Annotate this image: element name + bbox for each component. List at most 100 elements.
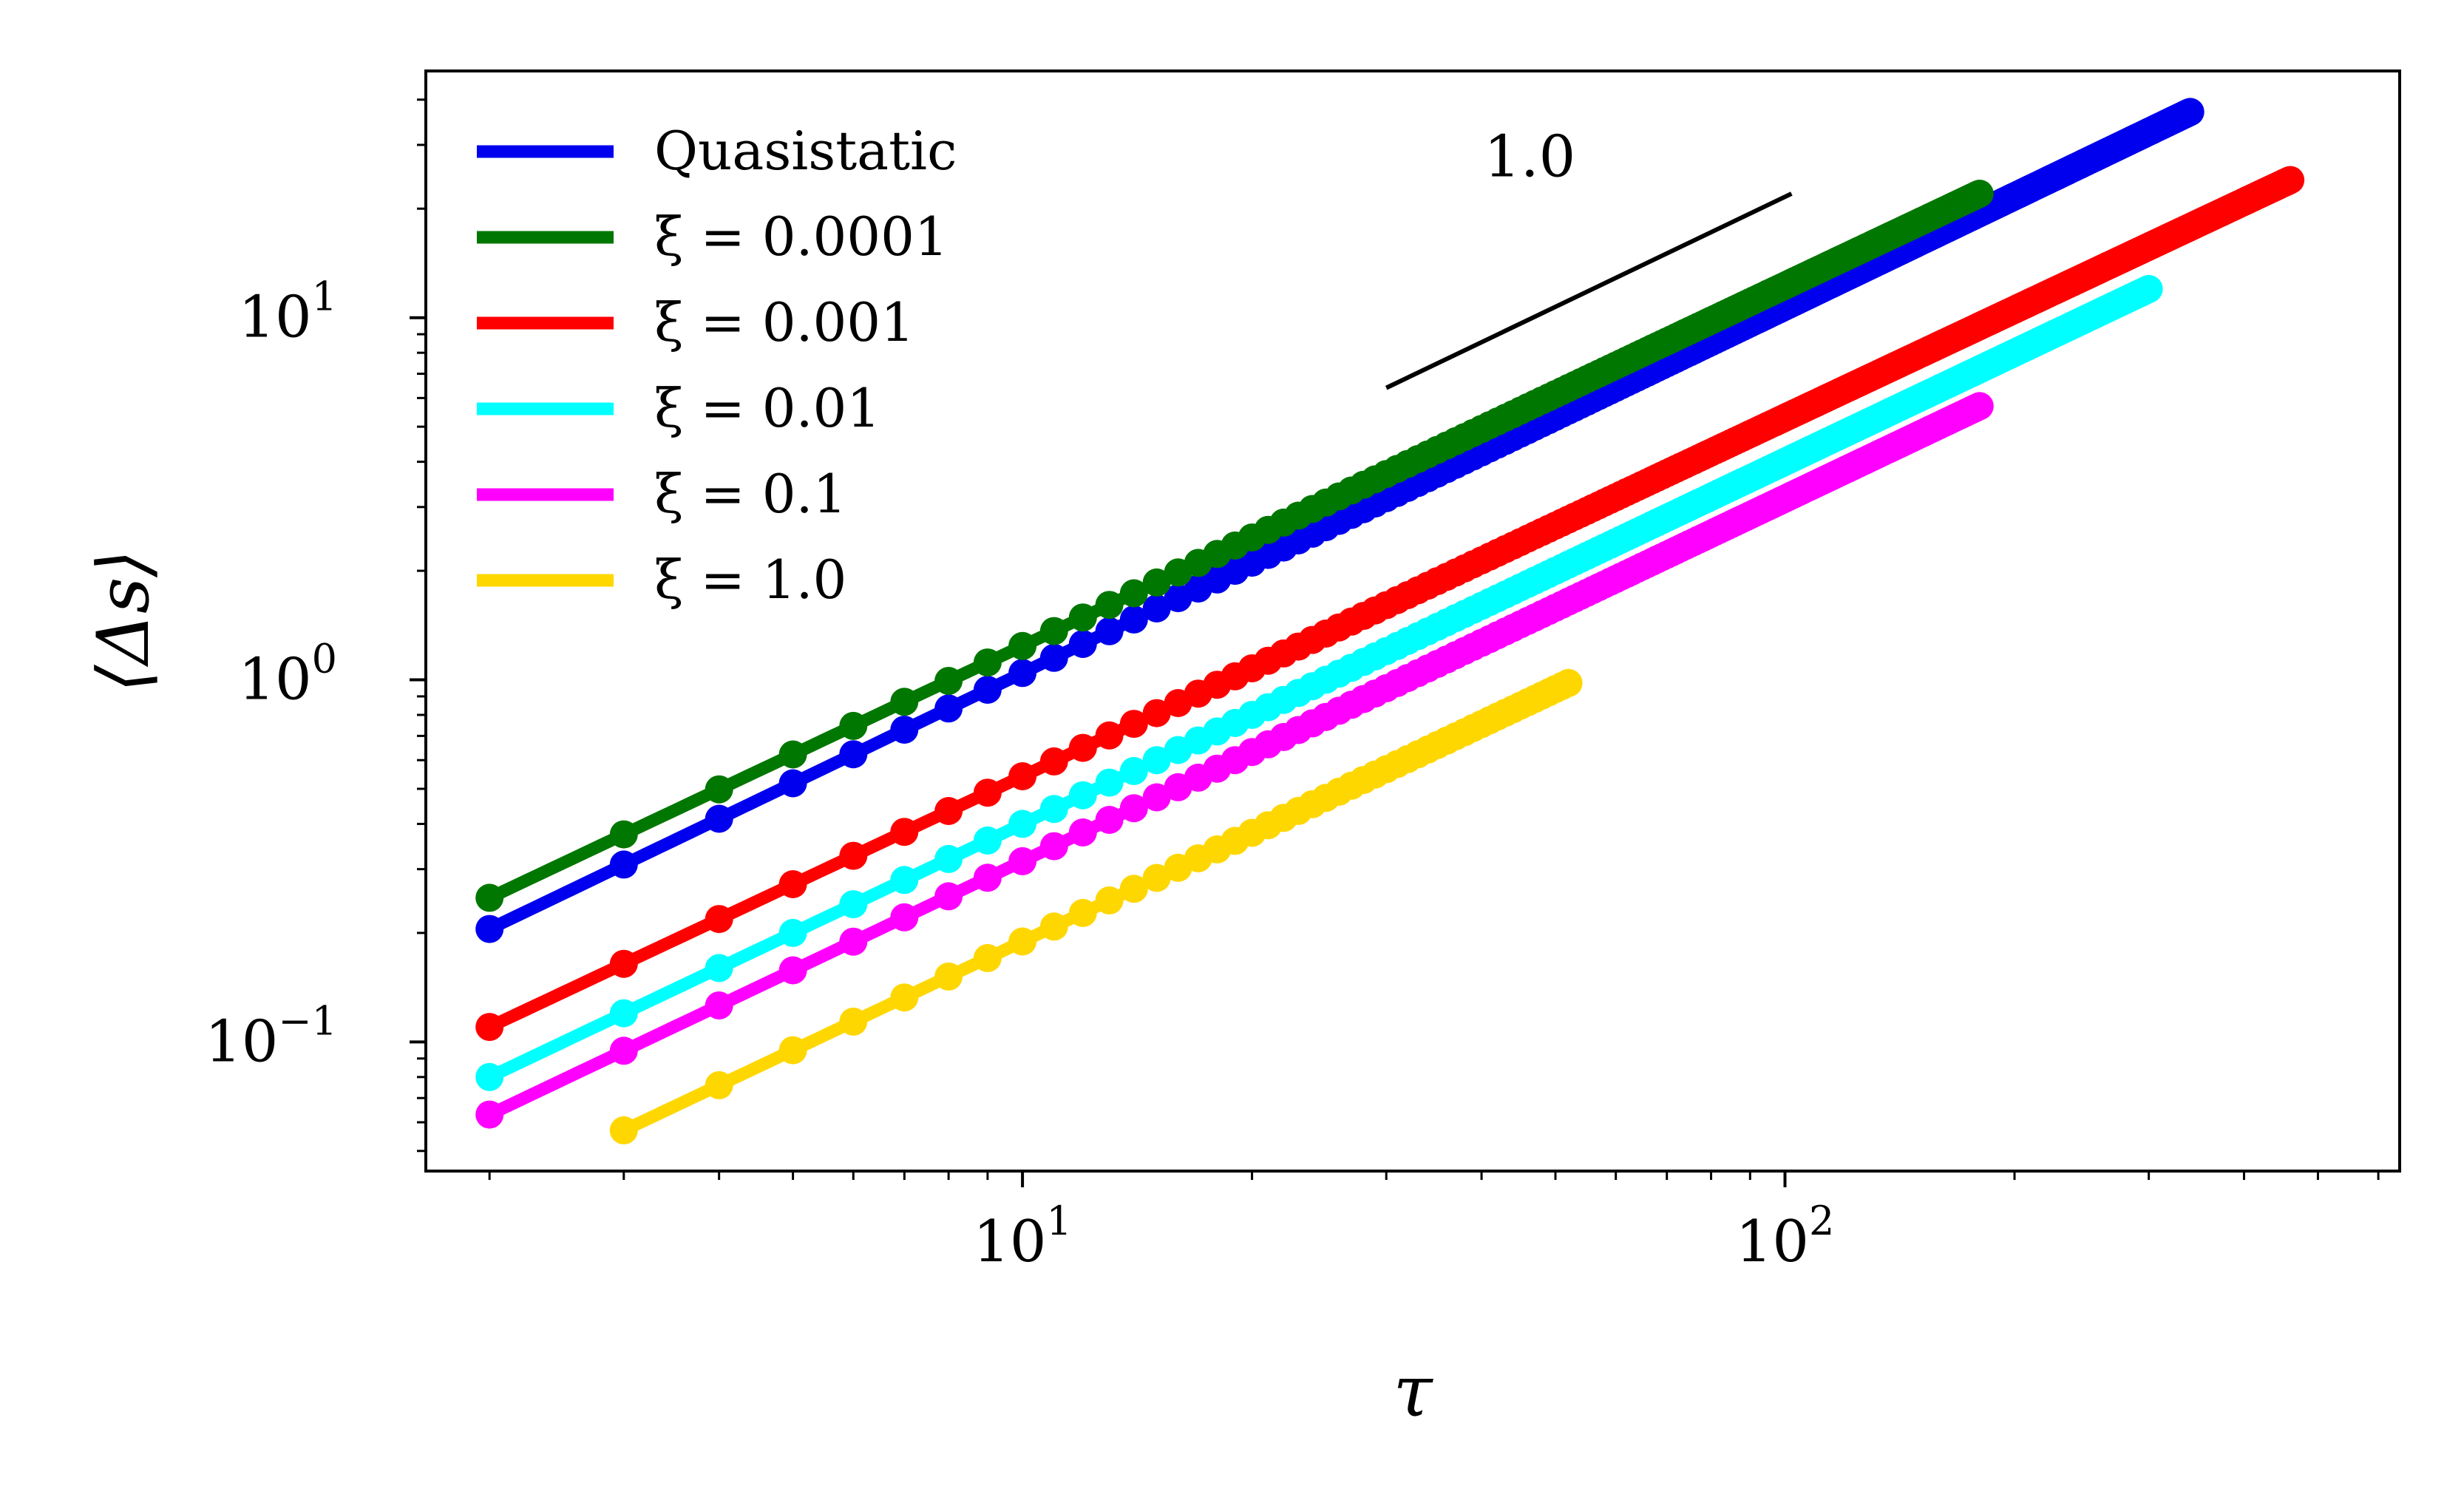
data-point <box>1068 603 1097 632</box>
data-point <box>609 820 638 849</box>
data-point <box>839 1007 868 1036</box>
data-point <box>1008 631 1037 660</box>
data-point <box>1095 768 1124 797</box>
data-point <box>1039 747 1068 776</box>
data-point <box>1142 746 1171 775</box>
data-point <box>609 1037 638 1065</box>
y-tick-label: 100 <box>238 636 337 713</box>
data-point <box>973 648 1002 677</box>
series-5 <box>609 668 1583 1144</box>
data-point <box>934 667 963 695</box>
data-point <box>934 797 963 825</box>
legend-label: ξ = 1.0 <box>654 549 846 611</box>
series-1 <box>475 180 1994 912</box>
data-point <box>778 1036 807 1065</box>
data-point <box>839 711 868 740</box>
legend-label: ξ = 0.001 <box>654 291 914 353</box>
series-layer <box>475 98 2305 1144</box>
data-point <box>890 903 919 932</box>
data-point <box>1554 668 1583 697</box>
data-point <box>1142 568 1171 597</box>
data-point <box>890 866 919 895</box>
data-point <box>609 1116 638 1144</box>
legend-label: ξ = 0.0001 <box>654 206 948 268</box>
data-point <box>839 890 868 919</box>
data-point <box>778 918 807 947</box>
data-point <box>1965 392 1994 421</box>
plot-frame <box>424 69 2401 1173</box>
data-point <box>973 943 1002 972</box>
x-axis-ticks: 101 102 <box>488 1171 2380 1275</box>
data-point <box>1119 710 1148 739</box>
data-point <box>934 882 963 911</box>
data-point <box>609 999 638 1028</box>
data-point <box>1039 643 1068 672</box>
data-point <box>475 1100 504 1129</box>
data-point <box>1095 886 1124 915</box>
legend-label: ξ = 0.01 <box>654 377 880 439</box>
data-point <box>973 826 1002 855</box>
data-point <box>1095 591 1124 620</box>
data-point <box>778 870 807 898</box>
legend-item: ξ = 0.0001 <box>477 206 948 268</box>
data-point <box>475 1013 504 1042</box>
slope-guide: 1.0 <box>1385 123 1793 390</box>
data-point <box>705 905 733 934</box>
data-point <box>973 778 1002 807</box>
data-point <box>778 740 807 769</box>
data-point <box>934 962 963 991</box>
data-point <box>475 1062 504 1091</box>
data-point <box>1008 810 1037 838</box>
data-point <box>778 769 807 798</box>
x-tick-label: 102 <box>1736 1198 1835 1275</box>
data-point <box>1039 617 1068 645</box>
legend-label: Quasistatic <box>654 120 957 182</box>
legend-item: Quasistatic <box>477 120 957 182</box>
legend: Quasistatic ξ = 0.0001 ξ = 0.001 ξ = 0.01 ξ … <box>477 120 957 611</box>
data-point <box>2276 166 2305 194</box>
data-point <box>1119 605 1148 634</box>
data-point <box>1068 733 1097 762</box>
data-point <box>1095 721 1124 750</box>
data-point <box>890 983 919 1012</box>
series-3 <box>475 274 2163 1091</box>
data-point <box>2134 274 2163 303</box>
data-point <box>1068 630 1097 658</box>
data-point <box>609 850 638 879</box>
y-tick-label: 10−1 <box>205 997 337 1075</box>
slope-guide-line <box>1385 191 1793 390</box>
data-point <box>475 915 504 943</box>
data-point <box>1095 617 1124 645</box>
data-point <box>1119 756 1148 785</box>
data-point <box>1142 864 1171 892</box>
data-point <box>1142 699 1171 727</box>
series-2 <box>475 166 2305 1042</box>
data-point <box>890 688 919 716</box>
data-point <box>1068 818 1097 847</box>
legend-item: ξ = 0.01 <box>477 377 880 439</box>
data-point <box>1965 180 1994 208</box>
data-point <box>1119 794 1148 823</box>
legend-item: ξ = 0.1 <box>477 463 846 525</box>
data-point <box>1119 875 1148 903</box>
y-tick-label: 101 <box>238 274 337 351</box>
data-point <box>1095 806 1124 834</box>
data-point <box>705 804 733 833</box>
data-point <box>1008 927 1037 956</box>
data-point <box>609 949 638 978</box>
data-point <box>1068 898 1097 927</box>
x-axis-label: τ <box>1393 1350 1433 1433</box>
data-point <box>839 841 868 870</box>
data-point <box>2176 98 2205 126</box>
y-axis-ticks: 10−1 100 101 <box>205 98 426 1153</box>
data-point <box>839 927 868 956</box>
data-point <box>839 740 868 769</box>
data-point <box>1039 912 1068 941</box>
data-point <box>973 864 1002 892</box>
data-point <box>1039 832 1068 861</box>
data-point <box>1008 762 1037 790</box>
data-point <box>934 844 963 873</box>
legend-item: ξ = 0.001 <box>477 291 914 353</box>
data-point <box>973 676 1002 704</box>
x-tick-label: 101 <box>973 1198 1072 1275</box>
